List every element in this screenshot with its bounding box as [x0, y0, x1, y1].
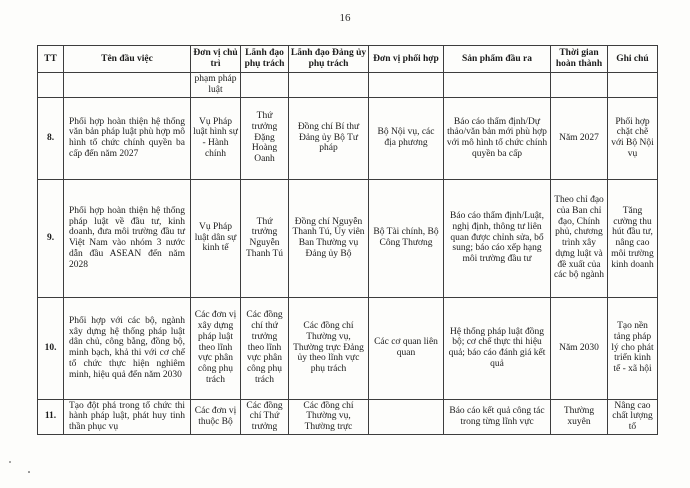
cell-party-leader: Đồng chí Nguyễn Thanh Tú, Ủy viên Ban Th…: [288, 178, 369, 298]
column-header-party-leader: Lãnh đạo Đảng ủy phụ trách: [288, 45, 369, 73]
cell-leader: Các đồng chí Thứ trưởng: [240, 398, 289, 435]
table-row-carryover: phạm pháp luật: [37, 72, 658, 98]
cell-tt: 8.: [37, 96, 64, 180]
column-header-output: Sản phẩm đầu ra: [443, 45, 551, 73]
table-row-8: 8. Phối hợp hoàn thiện hệ thống văn bản …: [37, 96, 658, 180]
cell-task: Phối hợp hoàn thiện hệ thống văn bản phá…: [63, 96, 191, 180]
cell-coordinating-unit: Bộ Tài chính, Bộ Công Thương: [368, 178, 444, 298]
scan-speck: [28, 471, 30, 473]
cell-output: Báo cáo thẩm định/Luật, nghị định, thông…: [443, 178, 551, 298]
cell-task: Tạo đột phá trong tổ chức thi hành pháp …: [63, 398, 191, 435]
header-row: TT Tên đầu việc Đơn vị chủ trì Lãnh đạo …: [37, 45, 658, 73]
page-number: 16: [339, 12, 351, 24]
implementation-plan-table: TT Tên đầu việc Đơn vị chủ trì Lãnh đạo …: [37, 45, 658, 435]
cell-tt: 10.: [37, 296, 64, 400]
cell-notes: [607, 72, 658, 98]
column-header-deadline: Thời gian hoàn thành: [550, 45, 608, 73]
cell-tt: [37, 72, 64, 98]
cell-coordinating-unit: Các cơ quan liên quan: [368, 296, 444, 400]
cell-output: Báo cáo thẩm định/Dự thảo/văn bản mới ph…: [443, 96, 551, 180]
column-header-leader: Lãnh đạo phụ trách: [240, 45, 289, 73]
column-header-coordinating-unit: Đơn vị phối hợp: [368, 45, 444, 73]
cell-party-leader: Đồng chí Bí thư Đảng ủy Bộ Tư pháp: [288, 96, 369, 180]
cell-tt: 9.: [37, 178, 64, 298]
cell-lead-unit: Các đơn vị thuộc Bộ: [190, 398, 241, 435]
cell-notes: Tăng cường thu hút đầu tư, nâng cao môi …: [607, 178, 658, 298]
cell-party-leader: Các đồng chí Thường vụ, Thường trực Đảng…: [288, 296, 369, 400]
cell-lead-unit: Các đơn vị xây dựng pháp luật theo lĩnh …: [190, 296, 241, 400]
cell-task: [63, 72, 191, 98]
cell-leader: [240, 72, 289, 98]
cell-party-leader: Các đồng chí Thường vụ, Thường trực: [288, 398, 369, 435]
cell-text: Nâng cao chất lượng tổ: [612, 400, 653, 433]
cell-text: Các đơn vị thuộc Bộ: [194, 405, 237, 427]
cell-task: Phối hợp hoàn thiện hệ thống pháp luật v…: [63, 178, 191, 298]
cell-deadline: Theo chỉ đạo của Ban chỉ đạo, Chính phủ,…: [550, 178, 608, 298]
cell-lead-unit: Vụ Pháp luật hình sự - Hành chính: [190, 96, 241, 180]
cell-text: Các đồng chí Thường vụ, Thường trực: [303, 400, 354, 433]
column-header-tt: TT: [37, 45, 64, 73]
cell-output: Hệ thống pháp luật đồng bộ; cơ chế thực …: [443, 296, 551, 400]
cell-task: Phối hợp với các bộ, ngành xây dựng hệ t…: [63, 296, 191, 400]
cell-leader: Thứ trưởng Nguyễn Thanh Tú: [240, 178, 289, 298]
cell-coordinating-unit: [368, 398, 444, 435]
cell-notes: Tạo nền tảng pháp lý cho phát triển kinh…: [607, 296, 658, 400]
cell-text: Tạo đột phá trong tổ chức thi hành pháp …: [69, 400, 185, 433]
cell-party-leader: [288, 72, 369, 98]
table-row-9: 9. Phối hợp hoàn thiện hệ thống pháp luậ…: [37, 178, 658, 298]
column-header-lead-unit: Đơn vị chủ trì: [190, 45, 241, 73]
cell-tt: 11.: [37, 398, 64, 435]
cell-lead-unit: phạm pháp luật: [190, 72, 241, 98]
column-header-task: Tên đầu việc: [63, 45, 191, 73]
cell-lead-unit: Vụ Pháp luật dân sự kinh tế: [190, 178, 241, 298]
cell-text: Thường xuyên: [563, 405, 595, 427]
cell-leader: Thứ trưởng Đặng Hoàng Oanh: [240, 96, 289, 180]
cell-deadline: [550, 72, 608, 98]
cell-output: Báo cáo kết quả công tác trong từng lĩnh…: [443, 398, 551, 435]
table-row-11: 11. Tạo đột phá trong tổ chức thi hành p…: [37, 398, 658, 435]
column-header-notes: Ghi chú: [607, 45, 658, 73]
cell-output: [443, 72, 551, 98]
cell-deadline: Năm 2027: [550, 96, 608, 180]
cell-coordinating-unit: [368, 72, 444, 98]
cell-deadline: Năm 2030: [550, 296, 608, 400]
cell-notes: Phối hợp chặt chẽ với Bộ Nội vụ: [607, 96, 658, 180]
cell-text: Các đồng chí Thứ trưởng: [246, 400, 283, 433]
cell-text: Báo cáo kết quả công tác trong từng lĩnh…: [449, 405, 545, 427]
cell-notes: Nâng cao chất lượng tổ: [607, 398, 658, 435]
scan-speck: [9, 461, 11, 463]
cell-deadline: Thường xuyên: [550, 398, 608, 435]
cell-leader: Các đồng chí thứ trưởng theo lĩnh vực ph…: [240, 296, 289, 400]
cell-coordinating-unit: Bộ Nội vụ, các địa phương: [368, 96, 444, 180]
table-row-10: 10. Phối hợp với các bộ, ngành xây dựng …: [37, 296, 658, 400]
cell-text: 11.: [44, 411, 57, 422]
